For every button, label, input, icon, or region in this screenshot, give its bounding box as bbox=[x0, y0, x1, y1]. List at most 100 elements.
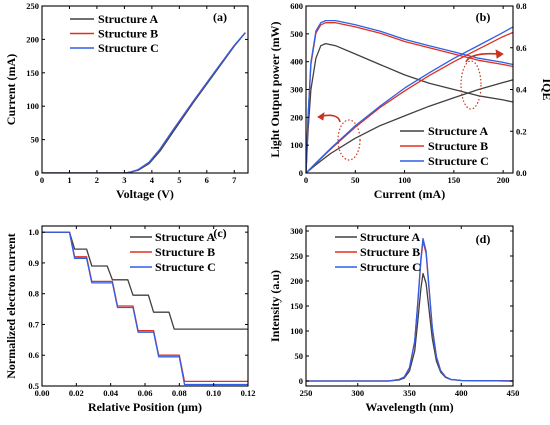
x-tick-label: 2 bbox=[95, 175, 99, 185]
legend-label: Structure A bbox=[98, 12, 158, 26]
legend-label: Structure A bbox=[155, 230, 215, 244]
x-tick-label: 0.08 bbox=[172, 388, 187, 398]
series-line-c-structure-c bbox=[42, 231, 248, 386]
x-tick-label: 100 bbox=[398, 175, 411, 185]
x-tick-label: 200 bbox=[497, 175, 510, 185]
y-axis-title: Current (mA) bbox=[4, 54, 18, 125]
y-tick-label: 50 bbox=[295, 351, 304, 361]
series-line-d-structure-c bbox=[306, 237, 513, 382]
annotation-arrows bbox=[317, 49, 504, 161]
panel-d: 250 300 350 400 450050100150200250300Wavelen… bbox=[268, 225, 520, 414]
y-tick-label: 200 bbox=[26, 34, 39, 44]
panel-label: (c) bbox=[213, 226, 226, 240]
x-axis-title: Voltage (V) bbox=[116, 187, 174, 201]
x-tick-label: 0.12 bbox=[241, 388, 256, 398]
legend-label: Structure A bbox=[360, 230, 420, 244]
series-line-b-structure-a-left bbox=[306, 79, 513, 173]
legend-label: Structure B bbox=[98, 27, 158, 41]
legend-label: Structure B bbox=[428, 139, 488, 153]
series-line-b-structure-c-left bbox=[306, 26, 513, 173]
series-line-b-structure-a-right bbox=[306, 42, 513, 173]
arrowhead-left bbox=[317, 112, 325, 121]
x-tick-label: 250 bbox=[300, 388, 313, 398]
y-right-tick-label: 0.0 bbox=[516, 168, 527, 178]
x-tick-label: 0 bbox=[40, 175, 44, 185]
x-tick-label: 50 bbox=[351, 175, 360, 185]
x-tick-label: 0.00 bbox=[35, 388, 50, 398]
y-tick-label: 150 bbox=[26, 68, 39, 78]
y-tick-label: 600 bbox=[290, 1, 303, 11]
y-tick-label: 400 bbox=[290, 57, 303, 67]
annotation-ellipse-right bbox=[460, 60, 482, 110]
y-axis-right-title: IQE bbox=[540, 78, 550, 100]
legend-label: Structure C bbox=[155, 260, 216, 274]
series-line-c-structure-b bbox=[42, 231, 248, 383]
y-tick-label: 0.5 bbox=[28, 381, 39, 391]
x-tick-label: 450 bbox=[507, 388, 520, 398]
x-axis-title: Current (mA) bbox=[374, 187, 445, 201]
x-tick-label: 0.02 bbox=[69, 388, 84, 398]
y-tick-label: 150 bbox=[290, 301, 303, 311]
y-tick-label: 0 bbox=[35, 168, 39, 178]
y-tick-label: 50 bbox=[31, 135, 40, 145]
x-tick-label: 7 bbox=[232, 175, 237, 185]
legend-label: Structure B bbox=[155, 245, 215, 259]
series-line-c-structure-a bbox=[42, 231, 248, 330]
x-tick-label: 0.04 bbox=[103, 388, 119, 398]
y-tick-label: 0.8 bbox=[28, 289, 39, 299]
y-tick-label: 250 bbox=[26, 1, 39, 11]
panel-label: (a) bbox=[213, 10, 227, 24]
x-tick-label: 300 bbox=[351, 388, 364, 398]
panel-a: 0 1 2 3 4 5 6 7 0 50 100 150 200 250 Voltage (V) Curren… bbox=[4, 1, 249, 201]
legend-label: Structure C bbox=[428, 154, 489, 168]
x-tick-label: 0.06 bbox=[138, 388, 153, 398]
panel-label: (b) bbox=[476, 10, 491, 24]
x-axis-title: Wavelength (nm) bbox=[365, 400, 453, 414]
y-right-tick-label: 0.6 bbox=[516, 43, 527, 53]
y-right-tick-label: 0.4 bbox=[516, 85, 527, 95]
y-tick-label: 0.9 bbox=[28, 258, 39, 268]
x-tick-label: 1 bbox=[67, 175, 71, 185]
y-tick-label: 200 bbox=[290, 112, 303, 122]
legend-label: Structure A bbox=[428, 124, 488, 138]
y-tick-label: 300 bbox=[290, 226, 303, 236]
y-tick-label: 500 bbox=[290, 29, 303, 39]
y-tick-label: 0.7 bbox=[28, 319, 39, 329]
y-tick-label: 1.0 bbox=[28, 227, 39, 237]
y-tick-label: 300 bbox=[290, 85, 303, 95]
y-right-tick-label: 0.8 bbox=[516, 1, 527, 11]
panel-label: (d) bbox=[476, 232, 491, 246]
y-tick-label: 250 bbox=[290, 251, 303, 261]
y-right-tick-label: 0.2 bbox=[516, 126, 527, 136]
x-tick-label: 3 bbox=[122, 175, 126, 185]
y-axis-title: Light Output power (mW) bbox=[268, 21, 282, 157]
x-tick-label: 4 bbox=[150, 175, 155, 185]
x-tick-label: 350 bbox=[403, 388, 416, 398]
y-axis-title: Normalized electron current bbox=[4, 233, 18, 379]
x-tick-label: 400 bbox=[455, 388, 468, 398]
series-line-b-structure-c-right bbox=[306, 19, 513, 173]
x-tick-label: 0 bbox=[304, 175, 308, 185]
panel-c: 0.00 0.02 0.04 0.06 0.08 0.10 0.12 0.5 0.6 0.7 0.8… bbox=[4, 225, 256, 414]
x-tick-label: 6 bbox=[205, 175, 209, 185]
x-tick-label: 5 bbox=[177, 175, 181, 185]
x-tick-label: 0.10 bbox=[206, 388, 221, 398]
legend-label: Structure B bbox=[360, 245, 420, 259]
y-tick-label: 200 bbox=[290, 276, 303, 286]
y-axis-title: Intensity (a.u) bbox=[268, 270, 282, 342]
y-tick-label: 100 bbox=[290, 140, 303, 150]
y-tick-label: 0 bbox=[299, 376, 303, 386]
panel-b: 0 50 100 150 200 0 100 200 300 400 500 600 0.0 0.2 0.4… bbox=[268, 1, 550, 201]
y-tick-label: 100 bbox=[290, 326, 303, 336]
y-tick-label: 0 bbox=[299, 168, 303, 178]
plot-frame bbox=[41, 5, 249, 174]
x-tick-label: 150 bbox=[447, 175, 460, 185]
annotation-ellipse-left bbox=[337, 119, 361, 161]
legend-label: Structure C bbox=[360, 260, 421, 274]
legend-label: Structure C bbox=[98, 41, 159, 55]
